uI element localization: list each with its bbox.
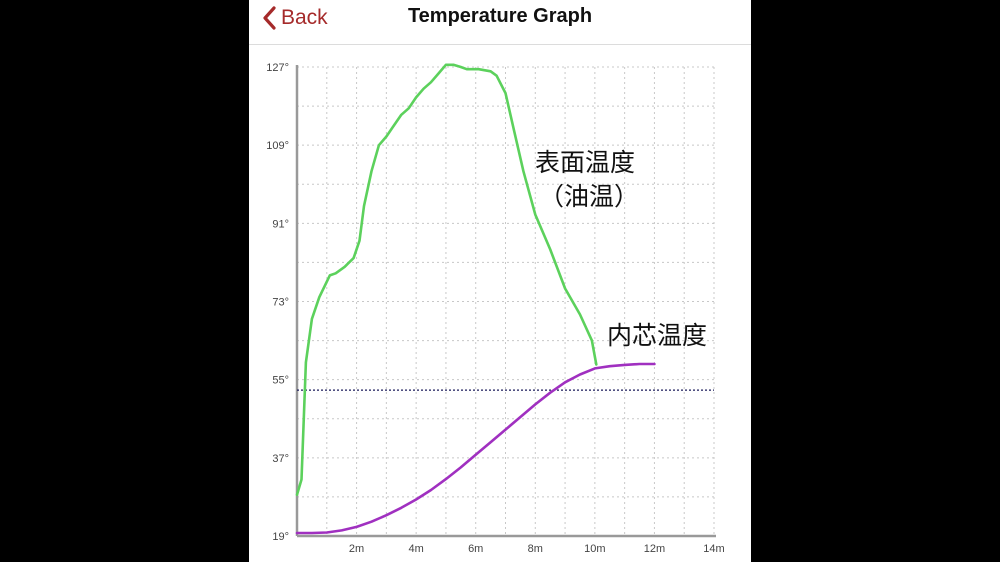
surface-temperature-sublabel: （油温） (539, 182, 639, 211)
series-lines (295, 63, 714, 535)
y-tick-label: 127° (266, 62, 289, 74)
navigation-bar: Back Temperature Graph (249, 0, 751, 45)
temperature-chart: 19° 37° 55° 73° 91° 109° 127° 2m 4m 6m 8m 10m 12m 14m… (266, 62, 724, 555)
y-tick-label: 37° (272, 453, 289, 465)
chart-grid (297, 66, 715, 537)
tick-labels: 19° 37° 55° 73° 91° 109° 127° 2m 4m 6m 8m 10m 12m 14m (266, 62, 724, 555)
surface-temperature-label: 表面温度 (535, 148, 635, 177)
core-temperature-label: 内芯温度 (607, 321, 707, 350)
back-button[interactable]: Back (261, 3, 328, 33)
y-tick-label: 55° (272, 375, 289, 387)
x-tick-label: 2m (349, 543, 364, 555)
y-tick-label: 73° (272, 297, 289, 309)
back-label: Back (281, 6, 328, 29)
surface-temperature-line (295, 63, 598, 497)
y-tick-label: 19° (272, 531, 289, 543)
x-tick-label: 8m (528, 543, 543, 555)
core-temperature-line (295, 362, 656, 535)
y-tick-label: 91° (272, 218, 289, 230)
x-tick-label: 12m (644, 543, 665, 555)
page-title: Temperature Graph (407, 5, 593, 27)
series-annotations: 表面温度 （油温） 内芯温度 (535, 148, 707, 350)
chart-axes (295, 65, 716, 538)
phone-screen: Back Temperature Graph 19° 37° 55° 73° 91° 10… (249, 0, 751, 562)
x-tick-label: 14m (703, 543, 724, 555)
x-tick-label: 6m (468, 543, 483, 555)
y-tick-label: 109° (266, 140, 289, 152)
x-tick-label: 4m (409, 543, 424, 555)
chevron-left-icon (261, 5, 277, 31)
x-tick-label: 10m (584, 543, 605, 555)
